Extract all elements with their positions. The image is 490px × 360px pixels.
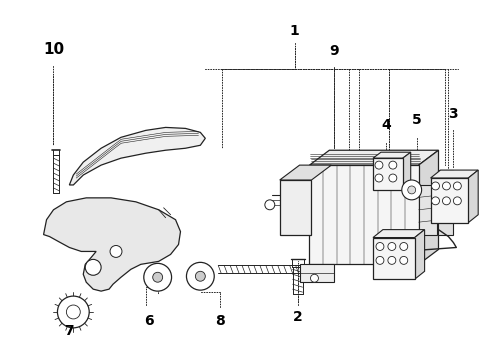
Polygon shape <box>373 152 411 158</box>
Text: 10: 10 <box>43 41 64 57</box>
Circle shape <box>375 174 383 182</box>
Bar <box>439 170 453 235</box>
Text: 4: 4 <box>381 118 391 132</box>
Polygon shape <box>70 127 205 185</box>
Circle shape <box>196 271 205 281</box>
Bar <box>373 158 403 190</box>
Circle shape <box>265 200 275 210</box>
Bar <box>299 264 334 282</box>
Circle shape <box>408 186 416 194</box>
Circle shape <box>389 161 397 169</box>
Bar <box>373 238 415 279</box>
Circle shape <box>57 296 89 328</box>
Circle shape <box>388 243 396 251</box>
Circle shape <box>453 182 461 190</box>
Circle shape <box>375 161 383 169</box>
Text: 6: 6 <box>144 314 153 328</box>
Circle shape <box>400 243 408 251</box>
Text: 8: 8 <box>215 314 225 328</box>
Polygon shape <box>468 170 478 223</box>
Bar <box>418 185 437 235</box>
Bar <box>280 180 312 235</box>
Text: 1: 1 <box>290 24 299 38</box>
Text: 2: 2 <box>293 310 302 324</box>
Circle shape <box>389 174 397 182</box>
Circle shape <box>442 197 450 205</box>
Circle shape <box>376 256 384 264</box>
Text: 3: 3 <box>448 107 458 121</box>
Circle shape <box>453 197 461 205</box>
Circle shape <box>153 272 163 282</box>
Circle shape <box>388 256 396 264</box>
Polygon shape <box>280 165 331 180</box>
Circle shape <box>376 243 384 251</box>
Polygon shape <box>431 170 478 178</box>
Circle shape <box>402 180 421 200</box>
Circle shape <box>311 274 319 282</box>
Circle shape <box>110 246 122 257</box>
Text: 9: 9 <box>329 44 339 58</box>
Circle shape <box>187 262 214 290</box>
Text: 5: 5 <box>412 113 421 127</box>
Polygon shape <box>418 150 439 264</box>
Polygon shape <box>403 152 411 190</box>
Polygon shape <box>415 230 425 279</box>
Bar <box>310 165 418 264</box>
Circle shape <box>85 260 101 275</box>
Bar <box>431 178 468 223</box>
Circle shape <box>432 182 440 190</box>
Text: 7: 7 <box>65 324 74 338</box>
Polygon shape <box>373 230 425 238</box>
Circle shape <box>144 264 172 291</box>
Circle shape <box>442 182 450 190</box>
Circle shape <box>66 305 80 319</box>
Circle shape <box>400 256 408 264</box>
Polygon shape <box>44 198 180 291</box>
Circle shape <box>432 197 440 205</box>
Polygon shape <box>310 150 439 165</box>
